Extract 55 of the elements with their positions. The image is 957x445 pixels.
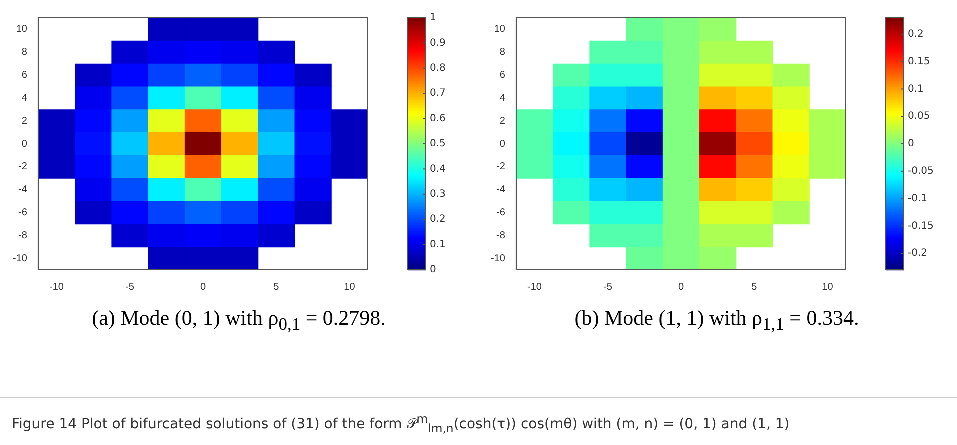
color-bar-label: 0.1 (430, 239, 446, 250)
y-tick-label: -6 (496, 207, 506, 218)
x-tick-label: -10 (528, 282, 542, 293)
y-tick-label: 2 (500, 116, 506, 127)
color-bar-label: 0.7 (430, 88, 446, 100)
text: (a) Mode (0, 1) with ρ$_{0,1}$ = 0.2798. (91, 306, 387, 336)
x-tick-label: 10 (822, 282, 834, 293)
color-bar-label: 1 (430, 12, 436, 24)
y-tick-label: -2 (496, 162, 506, 173)
x-tick-label: 0 (200, 282, 206, 293)
x-tick-label: -5 (126, 282, 135, 293)
color-bar-label: -0.15 (908, 220, 934, 232)
y-tick-label: -2 (18, 162, 28, 173)
y-tick-label: 6 (22, 70, 28, 82)
x-tick-label: 5 (752, 282, 758, 293)
y-tick-label: -10 (13, 253, 28, 264)
caption: Figure 14 Plot of bifurcated solutions of (31) of the form 𝒫$^{m}$$_{lm,n}$(cosh(τ)) cos(mθ) with (m, n) = (0, 1) and (1, 1) (0, 397, 957, 445)
y-tick-label: -4 (18, 184, 28, 196)
color-bar-label: 0.8 (430, 62, 446, 74)
y-tick-label: 4 (22, 92, 28, 104)
x-tick-label: -5 (604, 282, 613, 293)
color-bar-label: 0 (430, 264, 436, 276)
y-tick-label: 8 (500, 47, 506, 58)
color-bar-label: 0.15 (908, 56, 930, 68)
color-bar-label: 0.1 (908, 84, 924, 95)
y-tick-label: -10 (491, 253, 506, 264)
y-tick-label: 0 (22, 138, 28, 150)
color-bar-label: 0.2 (908, 29, 924, 40)
y-tick-label: -8 (18, 230, 28, 242)
color-bar-label: 0.3 (430, 188, 446, 200)
y-tick-label: -6 (18, 207, 28, 218)
y-tick-label: -8 (496, 230, 506, 242)
x-tick-label: 5 (274, 282, 280, 293)
y-tick-label: 2 (22, 116, 28, 127)
y-tick-label: 10 (494, 24, 506, 36)
color-bar-label: 0.6 (430, 113, 446, 124)
x-tick-label: 10 (344, 282, 356, 293)
color-bar-label: 0 (908, 138, 914, 150)
color-bar-label: 0.05 (908, 111, 930, 122)
y-tick-label: -4 (496, 184, 506, 196)
color-bar-label: 0.9 (430, 38, 446, 49)
color-bar-label: -0.05 (908, 166, 934, 177)
y-tick-label: 8 (22, 47, 28, 58)
color-bar-label: 0.5 (430, 138, 446, 150)
y-tick-label: 0 (500, 138, 506, 150)
x-tick-label: 0 (678, 282, 684, 293)
color-bar-label: 0.2 (430, 214, 446, 226)
color-bar-label: 0.4 (430, 164, 446, 175)
x-tick-label: -10 (50, 282, 64, 293)
color-bar-label: -0.1 (908, 193, 928, 204)
y-tick-label: 4 (500, 92, 506, 104)
color-bar-label: -0.2 (908, 248, 928, 260)
y-tick-label: 10 (16, 24, 28, 36)
text: (b) Mode (1, 1) with ρ$_{1,1}$ = 0.334. (574, 306, 860, 336)
y-tick-label: 6 (500, 70, 506, 82)
